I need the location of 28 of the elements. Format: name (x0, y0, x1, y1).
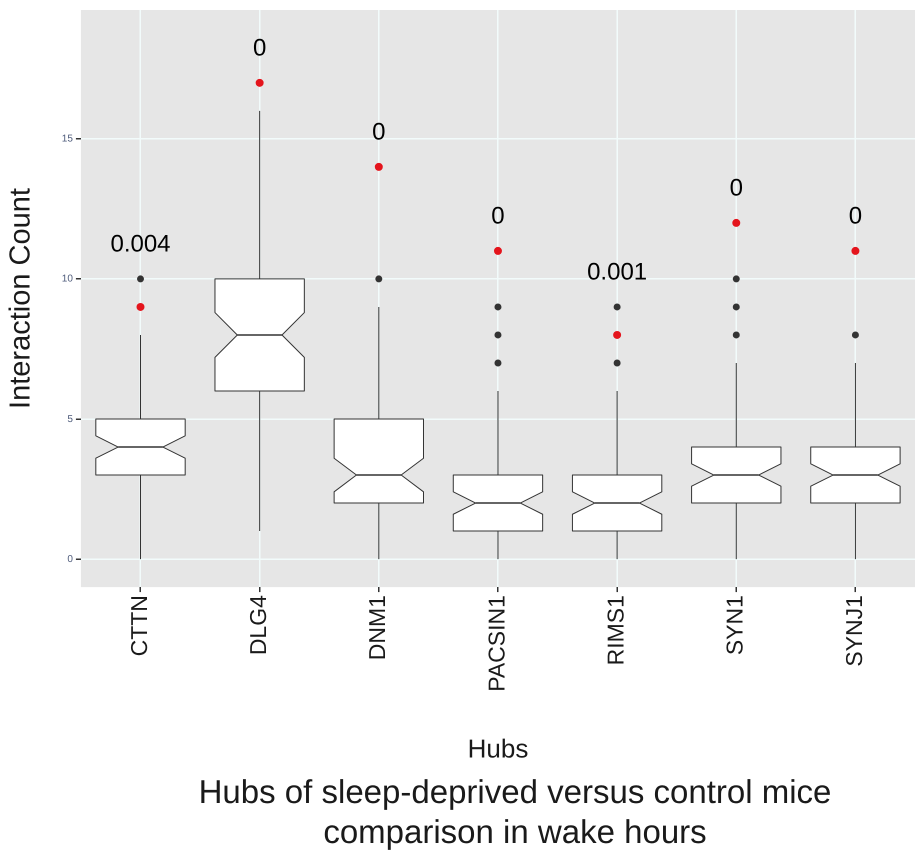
annotation: 0 (252, 34, 266, 62)
y-tick-label: 0 (67, 554, 74, 565)
x-tick-label: PACSIN1 (483, 595, 510, 692)
annotation: 0 (491, 202, 505, 230)
y-tick-label: 10 (62, 274, 74, 285)
point (136, 302, 144, 311)
point (494, 246, 502, 255)
text: Hubs of sleep-deprived versus control mice comparison in wake hours (198, 772, 832, 852)
x-tick-label: SYNJ1 (840, 595, 867, 667)
annotation: 0.001 (587, 258, 648, 286)
point (374, 162, 383, 171)
point (256, 78, 264, 87)
point (613, 330, 622, 339)
point (732, 218, 740, 227)
x-tick-label: DNM1 (364, 595, 390, 660)
y-tick-label: 5 (67, 414, 74, 425)
x-tick-label: RIMS1 (602, 595, 628, 666)
annotation: 0.004 (110, 230, 171, 258)
y-axis-title: Interaction Count (4, 188, 36, 409)
annotation: 0 (372, 118, 386, 146)
point (851, 246, 860, 255)
x-tick-label: CTTN (126, 595, 152, 656)
x-tick-label: SYN1 (722, 595, 748, 656)
annotation: 0 (848, 202, 862, 230)
annotation: 0 (730, 174, 743, 202)
x-tick-label: DLG4 (245, 594, 271, 656)
x-axis-title: Hubs (468, 734, 528, 764)
y-tick-label: 15 (62, 134, 74, 145)
